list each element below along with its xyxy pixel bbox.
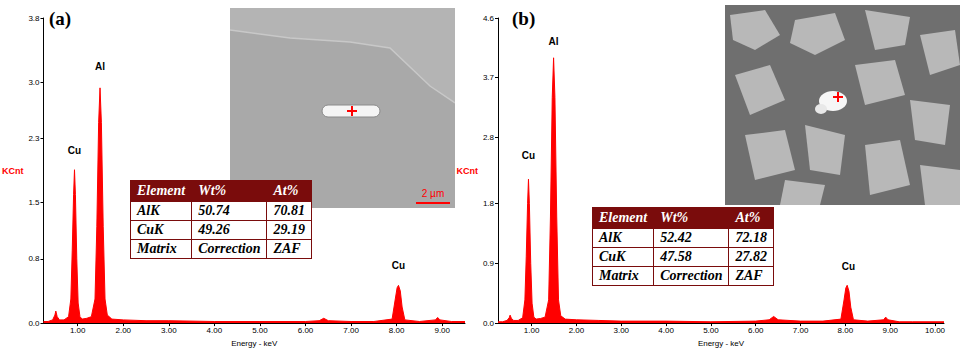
- svg-text:5.00: 5.00: [252, 326, 268, 335]
- html-text:49.26: 49.26: [198, 222, 230, 237]
- html-text:Matrix: Matrix: [599, 268, 639, 283]
- html-text:50.74: 50.74: [198, 203, 230, 218]
- svg-text:10.00: 10.00: [925, 326, 946, 335]
- svg-text:1.8: 1.8: [483, 199, 495, 208]
- svg-text:8.00: 8.00: [838, 326, 854, 335]
- html-text:52.42: 52.42: [660, 230, 692, 245]
- html-text:72.18: 72.18: [735, 230, 767, 245]
- svg-text:6.00: 6.00: [298, 326, 314, 335]
- html-text:Correction: Correction: [198, 241, 261, 256]
- svg-text:2.00: 2.00: [115, 326, 131, 335]
- html-text:70.81: 70.81: [273, 203, 305, 218]
- html-text:AlK: AlK: [137, 203, 160, 218]
- svg-text:9.00: 9.00: [882, 326, 898, 335]
- svg-text:0.0: 0.0: [483, 319, 495, 328]
- html-text:CuK: CuK: [599, 249, 626, 264]
- svg-text:0.0: 0.0: [28, 319, 40, 328]
- svg-text:3.7: 3.7: [483, 73, 495, 82]
- svg-text:4.6: 4.6: [483, 14, 495, 23]
- svg-text:9.00: 9.00: [434, 326, 450, 335]
- svg-text:4.00: 4.00: [658, 326, 674, 335]
- html-text:Element: Element: [599, 210, 648, 225]
- html-text:Wt%: Wt%: [198, 183, 227, 198]
- html-text:At%: At%: [735, 210, 761, 225]
- html-text:Wt%: Wt%: [660, 210, 689, 225]
- svg-text:3.0: 3.0: [28, 78, 40, 87]
- html-text:Matrix: Matrix: [137, 241, 177, 256]
- svg-text:Cu: Cu: [522, 150, 535, 161]
- svg-text:6.00: 6.00: [748, 326, 764, 335]
- html-text:27.82: 27.82: [735, 249, 767, 264]
- svg-text:Cu: Cu: [392, 260, 405, 271]
- svg-text:Al: Al: [95, 61, 105, 72]
- html-text:ZAF: ZAF: [735, 268, 763, 283]
- svg-text:Al: Al: [549, 36, 559, 47]
- svg-text:1.00: 1.00: [524, 326, 540, 335]
- svg-text:3.00: 3.00: [161, 326, 177, 335]
- html-text:ZAF: ZAF: [273, 241, 301, 256]
- svg-text:2 µm: 2 µm: [422, 188, 444, 199]
- html-text:29.19: 29.19: [273, 222, 305, 237]
- svg-text:1.00: 1.00: [70, 326, 86, 335]
- html-text:CuK: CuK: [137, 222, 164, 237]
- svg-text:0.8: 0.8: [28, 254, 40, 263]
- svg-text:1.5: 1.5: [28, 198, 40, 207]
- html-text:At%: At%: [273, 183, 299, 198]
- svg-text:7.00: 7.00: [793, 326, 809, 335]
- svg-text:KCnt: KCnt: [2, 166, 24, 176]
- svg-text:3.8: 3.8: [28, 14, 40, 23]
- svg-text:(a): (a): [49, 8, 71, 30]
- svg-text:KCnt: KCnt: [456, 166, 478, 176]
- html-text:Element: Element: [137, 183, 186, 198]
- svg-text:Energy - keV: Energy - keV: [698, 339, 745, 348]
- svg-text:Energy - keV: Energy - keV: [231, 339, 278, 348]
- svg-text:7.00: 7.00: [343, 326, 359, 335]
- html-text:AlK: AlK: [599, 230, 622, 245]
- svg-text:2.8: 2.8: [483, 133, 495, 142]
- svg-text:4.00: 4.00: [207, 326, 223, 335]
- svg-text:2.3: 2.3: [28, 134, 40, 143]
- html-text:47.58: 47.58: [660, 249, 692, 264]
- svg-text:5.00: 5.00: [703, 326, 719, 335]
- svg-text:(b): (b): [512, 8, 535, 30]
- svg-text:Cu: Cu: [842, 261, 855, 272]
- html-text:Correction: Correction: [660, 268, 723, 283]
- svg-text:8.00: 8.00: [389, 326, 405, 335]
- svg-text:Cu: Cu: [68, 145, 81, 156]
- svg-text:2.00: 2.00: [569, 326, 585, 335]
- svg-text:3.00: 3.00: [613, 326, 629, 335]
- svg-text:0.9: 0.9: [483, 259, 495, 268]
